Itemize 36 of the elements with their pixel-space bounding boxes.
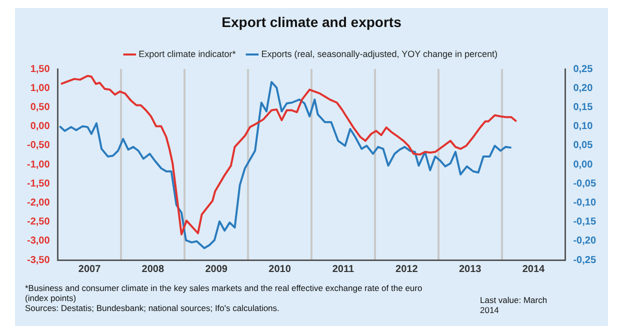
x-tick-label: 2009 (205, 264, 228, 275)
x-tick-label: 2014 (522, 264, 546, 275)
legend-label: Export climate indicator* (138, 48, 236, 59)
y2-tick-label: 0,25 (573, 64, 594, 75)
x-tick-label: 2011 (332, 264, 354, 275)
y2-tick-label: -0,25 (573, 254, 596, 266)
x-tick-label: 2013 (458, 264, 482, 275)
y-tick-label: 1,50 (30, 64, 50, 75)
y-tick-label: 0,00 (30, 121, 50, 132)
x-tick-label: 2010 (268, 264, 292, 275)
text: *Business and consumer climate in the key sales markets and the real effective exchange rate of the euro (index points) (25, 283, 424, 303)
y-tick-label: 0,50 (30, 102, 50, 113)
x-tick-label: 2012 (396, 264, 418, 275)
x-tick-label: 2007 (78, 264, 102, 275)
y2-tick-label: -0,15 (573, 216, 596, 228)
chart-title: Export climate and exports (220, 14, 402, 30)
y2-tick-label: -0,05 (573, 178, 596, 190)
y-tick-label: -2,50 (26, 216, 50, 228)
y-tick-label: 1,00 (30, 82, 50, 94)
text: Last value: March 2014 (480, 295, 548, 315)
y2-tick-label: 0,10 (573, 121, 594, 132)
y2-tick-label: 0,05 (573, 140, 594, 152)
y2-tick-label: 0,00 (573, 159, 594, 170)
y2-tick-label: 0,15 (573, 102, 594, 113)
x-tick-label: 2008 (142, 264, 164, 275)
y2-tick-label: 0,20 (573, 82, 594, 94)
source-note: Sources: Destatis; Bundesbank; national sources; Ifo's calculations. (25, 303, 280, 313)
y2-tick-label: -0,10 (573, 197, 596, 208)
y-tick-label: -1,50 (26, 178, 50, 190)
y-tick-label: -1,00 (26, 159, 50, 170)
y-tick-label: -3,00 (26, 236, 50, 247)
y-tick-label: -0,50 (26, 140, 50, 152)
y2-tick-label: -0,20 (573, 236, 596, 247)
legend-label: Exports (real, seasonally-adjusted, YOY change in percent) (261, 48, 498, 59)
y-tick-label: -2,00 (26, 197, 50, 208)
y-tick-label: -3,50 (26, 254, 50, 266)
